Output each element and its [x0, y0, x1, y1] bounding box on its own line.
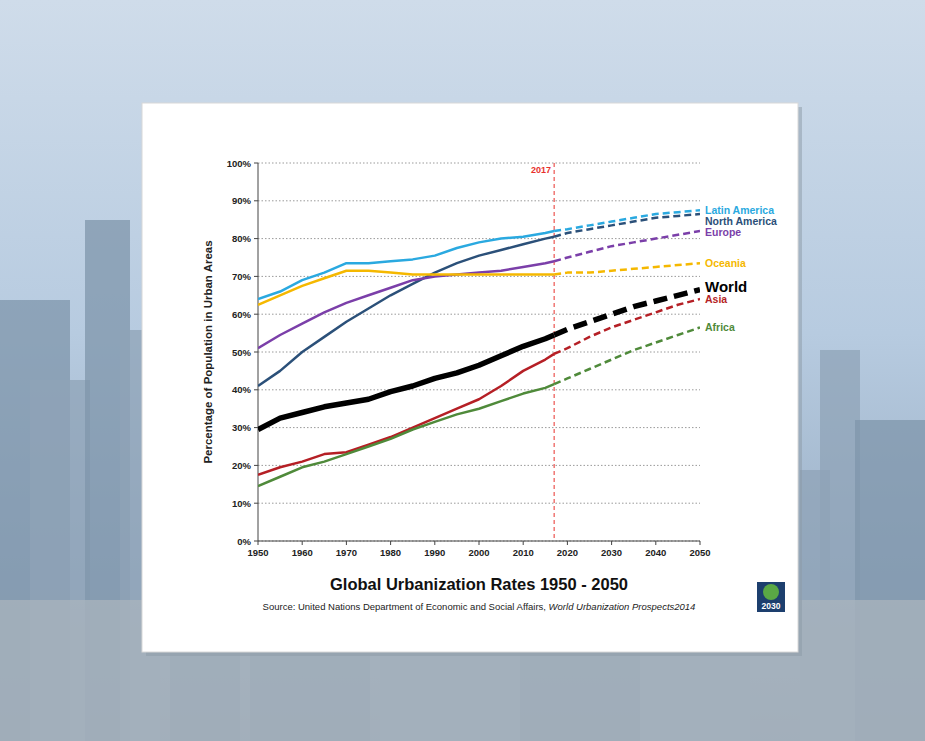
series-line: [258, 261, 554, 348]
series-line: [258, 271, 554, 305]
series-line: [258, 354, 554, 475]
page: {"chart_data": { "type": "line", "title"…: [0, 0, 925, 741]
y-tick: [254, 427, 258, 428]
grid-line: [258, 427, 700, 428]
y-tick: [254, 238, 258, 239]
series-line: [258, 231, 554, 299]
source-publication: World Urbanization Prospects2014: [549, 601, 696, 612]
logo: 2030: [757, 582, 785, 612]
y-axis-title: Percentage of Population in Urban Areas: [202, 240, 214, 463]
grid-line: [258, 503, 700, 504]
x-tick: [700, 541, 701, 545]
x-tick-label: 2050: [689, 547, 710, 558]
logo-text: 2030: [762, 601, 781, 611]
y-tick-label: 70%: [232, 271, 252, 282]
axes: 0% 10% 20% 30% 40% 50% 60% 70% 80% 90% 100% 1950 196…: [202, 158, 711, 559]
plot-lines: [258, 210, 700, 486]
x-tick: [655, 541, 656, 545]
projection-line: [554, 299, 700, 354]
series-label: Oceania: [705, 257, 746, 269]
y-tick-label: 60%: [232, 309, 252, 320]
projection-line: [554, 290, 700, 335]
x-tick-label: 2020: [557, 547, 578, 558]
x-tick-label: 1970: [336, 547, 357, 558]
x-tick: [523, 541, 524, 545]
y-tick-label: 30%: [232, 422, 252, 433]
projection-line: [554, 210, 700, 231]
y-tick-label: 90%: [232, 195, 252, 206]
y-tick: [254, 200, 258, 201]
chart-title: Global Urbanization Rates 1950 - 2050: [330, 575, 628, 593]
x-tick: [434, 541, 435, 545]
x-axis-line: [258, 541, 700, 542]
y-tick: [254, 465, 258, 466]
grid-line: [258, 238, 700, 239]
projection-line: [554, 231, 700, 261]
x-tick: [258, 541, 259, 545]
y-tick: [254, 276, 258, 277]
y-tick: [254, 541, 258, 542]
annotation-label: 2017: [531, 165, 551, 175]
source-note: Source: United Nations Department of Eco…: [263, 601, 696, 612]
x-tick: [346, 541, 347, 545]
x-tick-label: 2010: [513, 547, 534, 558]
y-tick: [254, 389, 258, 390]
grid-line: [258, 541, 700, 542]
x-tick-label: 1950: [247, 547, 268, 558]
x-tick-label: 2040: [645, 547, 666, 558]
y-tick-label: 10%: [232, 498, 252, 509]
projection-line: [554, 214, 700, 237]
series-line: [258, 384, 554, 486]
logo-globe: [763, 584, 779, 600]
x-tick: [479, 541, 480, 545]
grid-line: [258, 276, 700, 277]
x-tick: [390, 541, 391, 545]
y-tick-label: 20%: [232, 460, 252, 471]
series-line: [258, 237, 554, 386]
grid-line: [258, 465, 700, 466]
source-text: Source: United Nations Department of Eco…: [263, 601, 549, 612]
y-tick: [254, 352, 258, 353]
x-tick-label: 2000: [468, 547, 489, 558]
y-tick-label: 100%: [227, 158, 252, 169]
y-tick-label: 50%: [232, 347, 252, 358]
projection-line: [554, 263, 700, 274]
grid-line: [258, 163, 700, 164]
y-tick: [254, 314, 258, 315]
x-tick-label: 2030: [601, 547, 622, 558]
x-tick: [302, 541, 303, 545]
x-tick-label: 1960: [292, 547, 313, 558]
y-tick: [254, 503, 258, 504]
projection-line: [554, 327, 700, 384]
grid-line: [258, 389, 700, 390]
x-tick-label: 1980: [380, 547, 401, 558]
y-tick: [254, 163, 258, 164]
grid-line: [258, 200, 700, 201]
canvas: 0% 10% 20% 30% 40% 50% 60% 70% 80% 90% 100% 1950 196…: [0, 0, 925, 741]
series-line: [258, 335, 554, 430]
annotation-line: [554, 163, 555, 541]
card: [142, 103, 798, 652]
y-tick-label: 40%: [232, 384, 252, 395]
y-axis-line: [258, 163, 259, 541]
series-label: World: [705, 278, 747, 295]
x-tick: [567, 541, 568, 545]
y-tick-label: 80%: [232, 233, 252, 244]
y-tick-label: 0%: [237, 536, 251, 547]
x-tick: [611, 541, 612, 545]
series-label: Africa: [705, 321, 735, 333]
series-label: Europe: [705, 226, 741, 238]
logo-box: [757, 582, 785, 612]
grid-line: [258, 314, 700, 315]
x-tick-label: 1990: [424, 547, 445, 558]
series-label: Asia: [705, 293, 727, 305]
grid-line: [258, 352, 700, 353]
